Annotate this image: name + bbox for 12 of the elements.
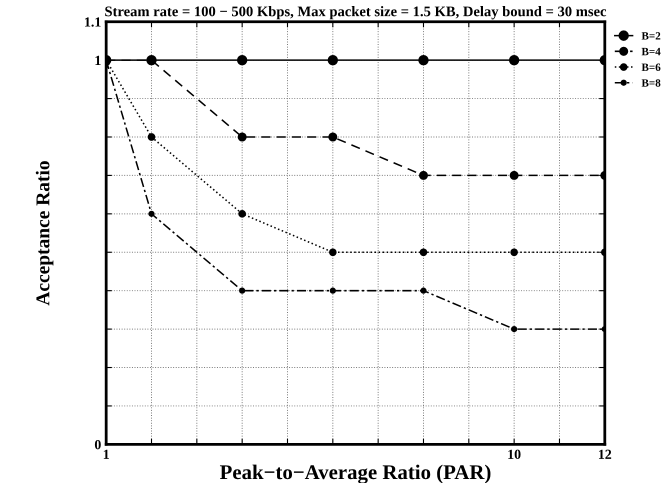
- y-tick-label: 1.1: [85, 17, 101, 27]
- x-tick-label: 12: [598, 450, 612, 459]
- legend-label: B=4: [642, 48, 661, 56]
- y-tick-label: 0: [94, 440, 101, 450]
- y-tick-label: 1: [95, 56, 101, 65]
- legend-label: B=2: [642, 32, 660, 40]
- x-tick-label: 10: [508, 450, 521, 459]
- legend-label: B=6: [642, 64, 660, 72]
- legend-label: B=8: [642, 79, 660, 87]
- x-tick-label: 1: [104, 450, 109, 459]
- chart-title: Stream rate = 100 − 500 Kbps, Max packet size = 1.5 KB, Delay bound = 30 msec: [105, 6, 606, 20]
- y-axis-title: Acceptance Ratio: [36, 161, 54, 306]
